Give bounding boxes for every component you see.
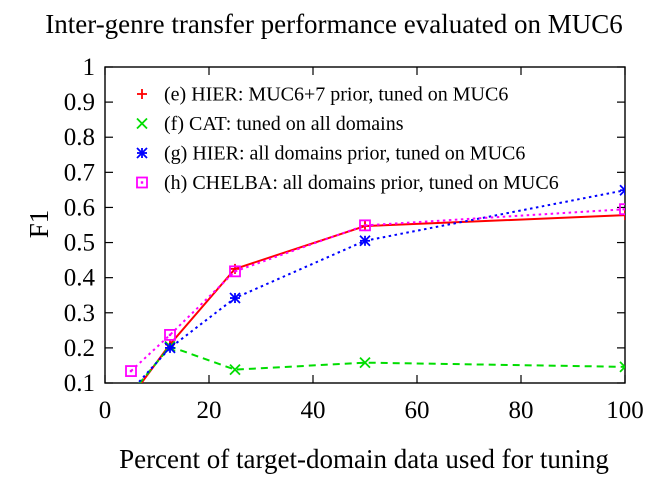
marker-stroke [136,117,148,130]
x-tick-label: 0 [99,397,112,424]
legend-marker-3 [136,147,148,159]
series-4-line [130,208,625,372]
series-4-point [125,365,137,377]
y-tick-label: 1 [83,54,96,81]
marker-stroke [619,203,625,216]
marker-stroke [126,386,136,396]
series-1-line [140,214,625,383]
series-1-point [126,392,136,402]
marker-stroke [136,176,148,189]
legend-marker-2 [136,117,148,130]
series-2-point [619,361,625,373]
marker-dot [168,333,172,337]
plot-frame [104,66,626,384]
y-tick-label: 0.4 [64,265,96,292]
series-3-point [229,292,241,304]
marker-stroke [619,184,625,192]
series-4-point [359,219,371,232]
legend: (e) HIER: MUC6+7 prior, tuned on MUC6 (f)… [136,84,559,194]
marker-stroke [619,361,625,369]
series-4-point [229,265,241,278]
y-tick-label: 0.9 [64,89,95,116]
series-3-line [136,189,625,383]
series-3-point [359,235,371,247]
x-tick-label: 80 [509,397,534,424]
series-4-point [619,203,625,216]
x-tick-label: 20 [197,397,222,424]
y-tick-label: 0.5 [64,230,95,257]
marker-stroke [359,235,371,247]
marker-stroke [164,328,176,341]
legend-label-1: (e) HIER: MUC6+7 prior, tuned on MUC6 [164,84,508,106]
y-tick-label: 0.1 [64,370,95,397]
legend-marker-1 [137,89,147,99]
marker-stroke [126,386,136,396]
marker-stroke [229,364,241,376]
marker-stroke [136,147,148,159]
marker-stroke [229,265,241,278]
y-tick-label: 0.3 [64,300,95,327]
marker-stroke [125,365,137,377]
legend-marker-4 [136,176,148,189]
legend-label-3: (g) HIER: all domains prior, tuned on MU… [164,143,525,165]
marker-dot [623,208,625,211]
marker-stroke [359,356,371,369]
series-4-point [164,328,176,341]
series-2-point [229,364,241,376]
series-1-point [620,210,625,221]
series-3-point [126,386,136,396]
chart-title: Inter-genre transfer performance evaluat… [45,9,622,39]
x-tick-label: 60 [405,397,430,424]
marker-dot [140,181,144,184]
y-axis-label: F1 [24,210,54,239]
series-2-point [126,389,136,399]
data-layer [125,184,625,402]
marker-stroke [126,389,136,399]
y-tick-label: 0.6 [64,194,95,221]
y-tick-label: 0.2 [64,335,95,362]
marker-stroke [359,219,371,232]
marker-dot [233,270,237,273]
series-2-line [138,345,625,383]
marker-stroke [619,365,625,373]
x-tick-label: 40 [301,397,326,424]
marker-stroke [619,188,625,196]
marker-stroke [126,389,136,399]
series-2-point [359,356,371,369]
x-tick-label: 100 [606,397,644,424]
marker-dot [129,369,133,373]
series-3-point [164,342,176,354]
marker-stroke [229,292,241,304]
y-tick-label: 0.7 [64,159,95,186]
y-tick-label: 0.8 [64,124,95,151]
series-3-point [619,184,625,196]
marker-dot [363,224,367,227]
plot-area: 0.1 0.2 0.3 0.4 0.5 0.6 0.7 0.8 0.9 1 0 20 40 60 80 100 [64,54,644,424]
legend-label-4: (h) CHELBA: all domains prior, tuned on … [164,172,559,194]
marker-stroke [164,342,176,354]
legend-label-2: (f) CAT: tuned on all domains [164,113,404,135]
x-axis-label: Percent of target-domain data used for t… [119,444,609,474]
